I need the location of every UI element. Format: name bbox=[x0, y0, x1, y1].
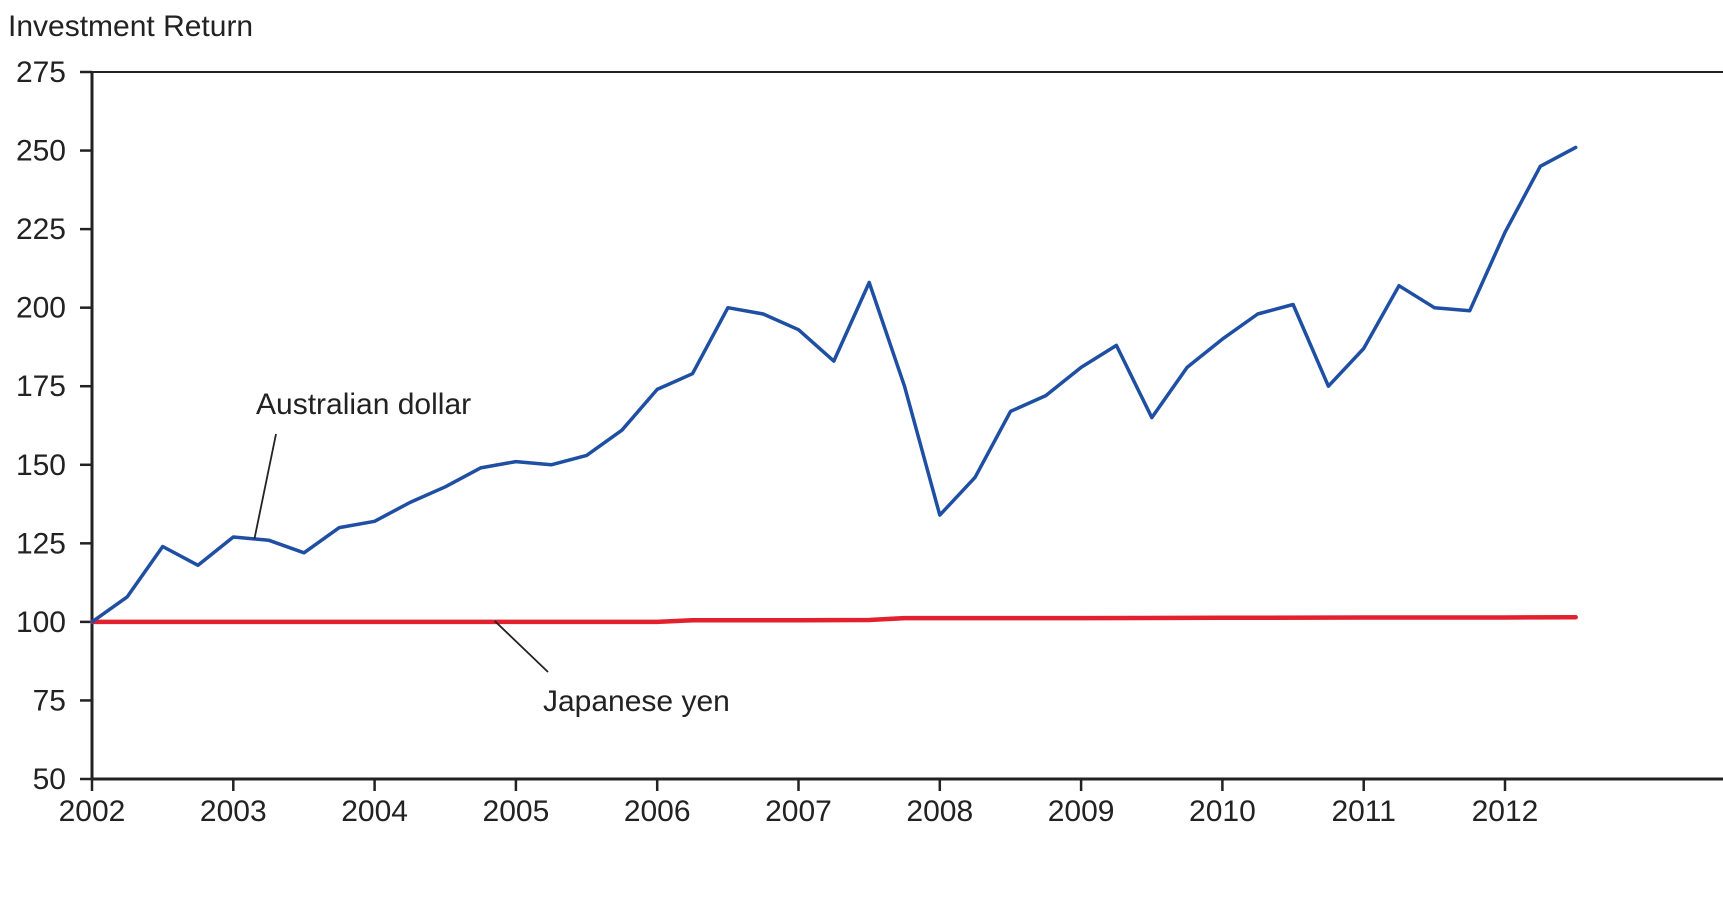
x-tick-label: 2004 bbox=[341, 795, 408, 828]
leader-line-australian-dollar bbox=[253, 433, 277, 539]
y-tick-label: 75 bbox=[33, 684, 66, 717]
y-axis-title: Investment Return bbox=[8, 10, 253, 43]
annotation-japanese-yen: Japanese yen bbox=[543, 685, 730, 718]
x-tick-label: 2009 bbox=[1048, 795, 1115, 828]
x-tick-label: 2003 bbox=[200, 795, 267, 828]
annotation-australian-dollar: Australian dollar bbox=[256, 388, 471, 421]
x-tick-label: 2011 bbox=[1331, 795, 1396, 828]
x-tick-label: 2002 bbox=[59, 795, 126, 828]
x-tick-label: 2008 bbox=[906, 795, 973, 828]
y-tick-label: 200 bbox=[16, 292, 66, 325]
x-tick-label: 2007 bbox=[765, 795, 832, 828]
x-tick-label: 2010 bbox=[1189, 795, 1256, 828]
leader-line-japanese-yen bbox=[494, 620, 549, 673]
y-tick-label: 150 bbox=[16, 449, 66, 482]
y-tick-label: 250 bbox=[16, 135, 66, 168]
y-tick-label: 50 bbox=[33, 763, 66, 796]
series-line-japanese-yen bbox=[89, 614, 1578, 625]
plot-area: 50 75 100 125 150 175 200 225 250 275 2002 2003 2004… bbox=[16, 56, 1723, 828]
y-tick-label: 125 bbox=[16, 527, 66, 560]
x-tick-label: 2005 bbox=[483, 795, 550, 828]
y-tick-label: 225 bbox=[16, 213, 66, 246]
y-tick-label: 275 bbox=[16, 56, 66, 89]
x-tick-label: 2012 bbox=[1472, 795, 1539, 828]
y-tick-label: 100 bbox=[16, 606, 66, 639]
y-tick-label: 175 bbox=[16, 370, 66, 403]
x-tick-label: 2006 bbox=[624, 795, 691, 828]
series-line-australian-dollar bbox=[90, 145, 1578, 624]
